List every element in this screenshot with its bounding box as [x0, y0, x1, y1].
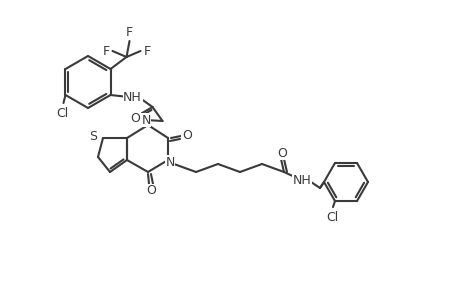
- Text: S: S: [89, 130, 97, 142]
- Text: F: F: [143, 44, 150, 58]
- Text: O: O: [130, 112, 140, 124]
- Text: O: O: [182, 128, 191, 142]
- Text: F: F: [126, 26, 133, 39]
- Text: NH: NH: [123, 91, 141, 103]
- Text: O: O: [276, 146, 286, 160]
- Text: F: F: [102, 44, 109, 58]
- Text: Cl: Cl: [325, 211, 337, 224]
- Text: Cl: Cl: [56, 107, 68, 120]
- Text: O: O: [146, 184, 156, 197]
- Text: N: N: [141, 113, 151, 127]
- Text: N: N: [165, 155, 174, 169]
- Text: NH: NH: [292, 173, 311, 187]
